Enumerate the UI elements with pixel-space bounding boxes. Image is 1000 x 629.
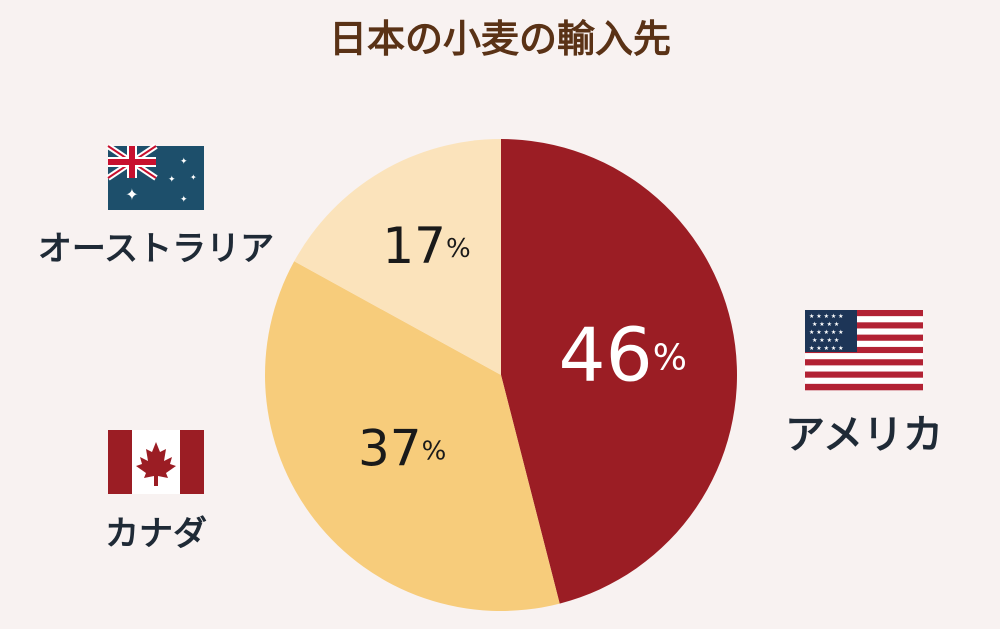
pie-slice-usa: [501, 139, 737, 604]
pct-label-australia: 17%: [382, 217, 470, 275]
svg-text:✦: ✦: [125, 185, 138, 204]
svg-text:★ ★ ★ ★ ★: ★ ★ ★ ★ ★: [809, 329, 844, 336]
country-label-usa: アメリカ: [785, 412, 943, 458]
svg-text:✦: ✦: [190, 173, 197, 182]
country-label-canada: カナダ: [105, 514, 207, 554]
chart-title: 日本の小麦の輸入先: [329, 17, 671, 61]
pie-percent-labels: 46% 37% 17%: [358, 217, 687, 478]
svg-text:✦: ✦: [168, 175, 176, 185]
canada-flag: [108, 430, 204, 494]
pie-slice-australia: [294, 139, 501, 375]
pct-label-usa: 46%: [559, 312, 687, 398]
svg-text:★ ★ ★ ★ ★: ★ ★ ★ ★ ★: [809, 313, 844, 320]
australia-flag: ✦ ✦ ✦ ✦ ✦: [106, 143, 204, 210]
svg-text:✦: ✦: [180, 195, 188, 205]
svg-text:★ ★ ★ ★ ★: ★ ★ ★ ★ ★: [809, 345, 844, 352]
us-flag: ★ ★ ★ ★ ★ ★ ★ ★ ★ ★ ★ ★ ★ ★ ★ ★ ★ ★ ★ ★ …: [805, 310, 923, 391]
pie-slice-canada: [265, 261, 560, 611]
svg-text:✦: ✦: [180, 157, 188, 167]
svg-text:★ ★ ★ ★: ★ ★ ★ ★: [812, 321, 839, 328]
pie-slices: [265, 139, 737, 611]
svg-text:★ ★ ★ ★: ★ ★ ★ ★: [812, 337, 839, 344]
country-label-australia: オーストラリア: [38, 229, 274, 269]
pct-label-canada: 37%: [358, 419, 446, 477]
